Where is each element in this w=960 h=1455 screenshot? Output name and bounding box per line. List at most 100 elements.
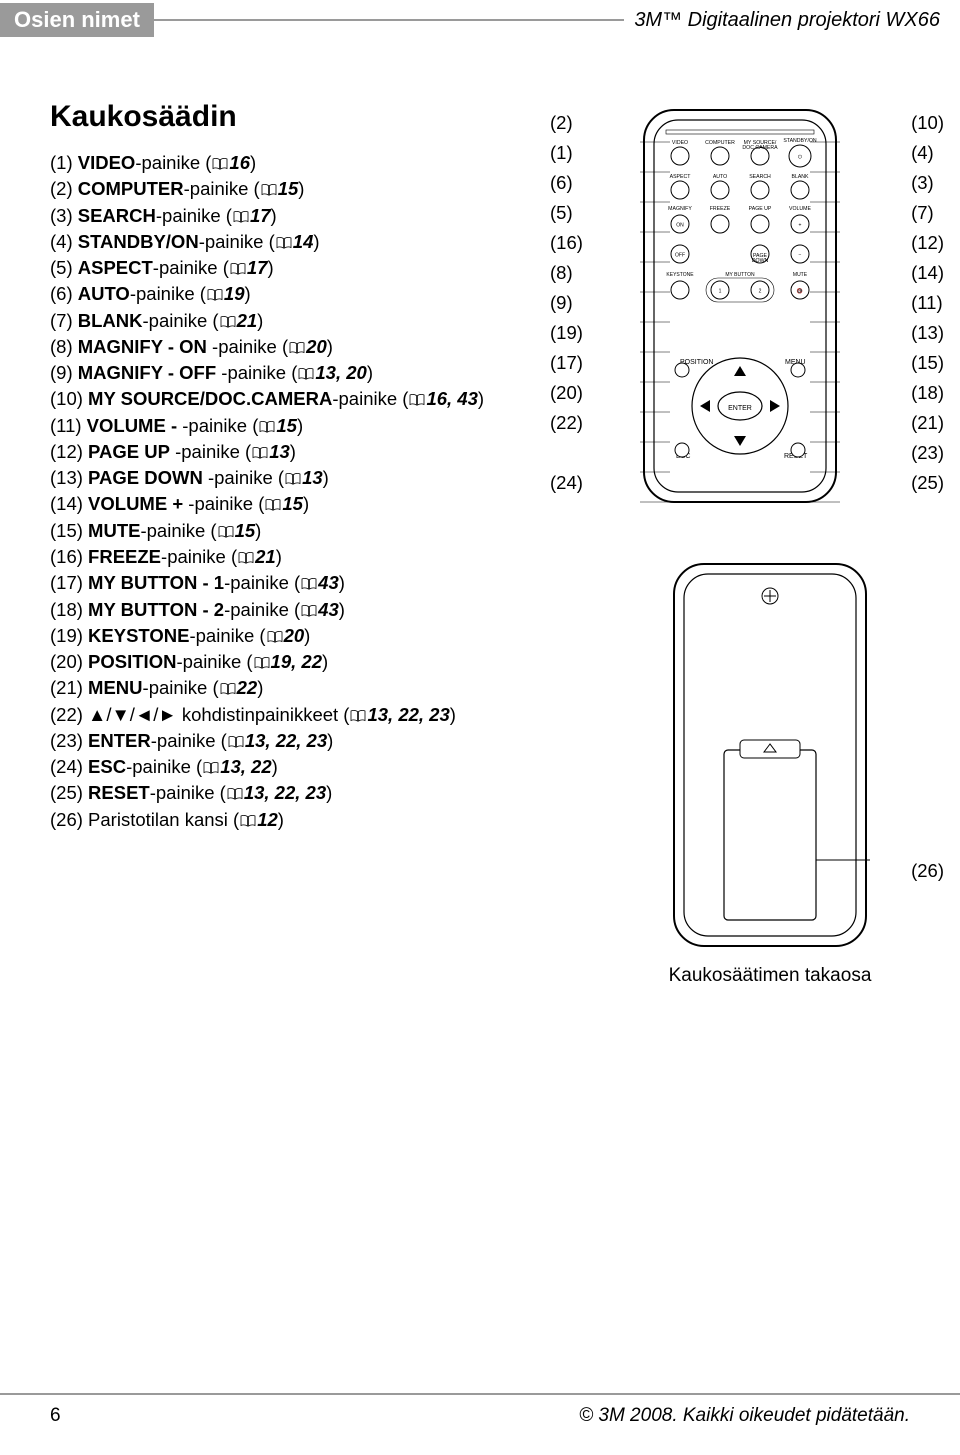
list-item: (19) KEYSTONE-painike (20) [50, 623, 550, 649]
book-icon [259, 421, 275, 433]
list-item: (8) MAGNIFY - ON -painike (20) [50, 334, 550, 360]
list-item: (26) Paristotilan kansi (12) [50, 807, 550, 833]
list-item: (1) VIDEO-painike (16) [50, 150, 550, 176]
callouts-right: (10)(4)(3)(7)(12)(14)(11)(13)(15)(18)(21… [911, 108, 944, 498]
callout-right: (23) [911, 438, 944, 468]
book-icon [220, 683, 236, 695]
svg-text:ASPECT: ASPECT [670, 174, 692, 180]
svg-text:MUTE: MUTE [793, 272, 808, 278]
list-item: (17) MY BUTTON - 1-painike (43) [50, 570, 550, 596]
book-icon [350, 710, 366, 722]
book-icon [227, 788, 243, 800]
list-item: (10) MY SOURCE/DOC.CAMERA-painike (16, 4… [50, 386, 550, 412]
list-item: (21) MENU-painike (22) [50, 675, 550, 701]
book-icon [254, 657, 270, 669]
book-icon [409, 394, 425, 406]
callout-right: (11) [911, 288, 944, 318]
svg-text:MY SOURCE/DOC.CAMERA: MY SOURCE/DOC.CAMERA [742, 140, 778, 151]
book-icon [228, 736, 244, 748]
list-item: (3) SEARCH-painike (17) [50, 203, 550, 229]
list-item: (2) COMPUTER-painike (15) [50, 176, 550, 202]
callout-right: (13) [911, 318, 944, 348]
list-item: (5) ASPECT-painike (17) [50, 255, 550, 281]
svg-text:+: + [799, 223, 802, 229]
svg-text:STANDBY/ON: STANDBY/ON [783, 138, 817, 144]
book-icon [233, 211, 249, 223]
svg-text:FREEZE: FREEZE [710, 206, 731, 212]
list-item: (16) FREEZE-painike (21) [50, 544, 550, 570]
callout-right: (12) [911, 228, 944, 258]
page-footer: 6 © 3M 2008. Kaikki oikeudet pidätetään. [0, 1405, 960, 1427]
book-icon [252, 447, 268, 459]
svg-text:MAGNIFY: MAGNIFY [668, 206, 692, 212]
callout-left: (17) [550, 348, 583, 378]
svg-text:MY BUTTON: MY BUTTON [725, 272, 755, 278]
list-item: (12) PAGE UP -painike (13) [50, 439, 550, 465]
header-rule [154, 19, 624, 21]
svg-text:🔇: 🔇 [797, 288, 803, 295]
list-item: (20) POSITION-painike (19, 22) [50, 649, 550, 675]
copyright: © 3M 2008. Kaikki oikeudet pidätetään. [579, 1405, 910, 1427]
list-item: (14) VOLUME + -painike (15) [50, 491, 550, 517]
list-item: (24) ESC-painike (13, 22) [50, 754, 550, 780]
callout-left: (6) [550, 168, 583, 198]
svg-text:AUTO: AUTO [713, 174, 727, 180]
footer-rule [0, 1393, 960, 1395]
callout-26: (26) [911, 860, 944, 882]
page-title: Kaukosäädin [50, 100, 550, 134]
svg-text:VIDEO: VIDEO [672, 140, 688, 146]
svg-text:VOLUME: VOLUME [789, 206, 811, 212]
list-item: (25) RESET-painike (13, 22, 23) [50, 780, 550, 806]
section-title: Osien nimet [0, 3, 154, 37]
callout-right: (7) [911, 198, 944, 228]
svg-text:1: 1 [719, 289, 722, 295]
callout-left: (24) [550, 468, 583, 498]
list-item: (4) STANDBY/ON-painike (14) [50, 229, 550, 255]
callout-right: (3) [911, 168, 944, 198]
book-icon [285, 473, 301, 485]
callout-left: (20) [550, 378, 583, 408]
button-reference-list: (1) VIDEO-painike (16)(2) COMPUTER-paini… [50, 150, 550, 833]
list-item: (7) BLANK-painike (21) [50, 308, 550, 334]
callout-right: (10) [911, 108, 944, 138]
product-title: 3M™ Digitaalinen projektori WX66 [624, 9, 960, 32]
svg-text:ON: ON [676, 223, 684, 229]
book-icon [207, 289, 223, 301]
callout-left [550, 438, 583, 468]
callout-right: (14) [911, 258, 944, 288]
svg-text:BLANK: BLANK [791, 174, 809, 180]
remote-front-illustration: VIDEO COMPUTER MY SOURCE/DOC.CAMERA STANDBY… [640, 106, 840, 511]
svg-text:KEYSTONE: KEYSTONE [666, 272, 694, 278]
svg-text:−: − [799, 253, 802, 259]
svg-text:COMPUTER: COMPUTER [705, 140, 735, 146]
callout-right: (25) [911, 468, 944, 498]
list-item: (23) ENTER-painike (13, 22, 23) [50, 728, 550, 754]
svg-text:PAGE UP: PAGE UP [749, 206, 772, 212]
book-icon [220, 316, 236, 328]
page-header: Osien nimet 3M™ Digitaalinen projektori … [0, 0, 960, 40]
book-icon [240, 815, 256, 827]
callout-left: (19) [550, 318, 583, 348]
callout-left: (5) [550, 198, 583, 228]
book-icon [261, 184, 277, 196]
callout-left: (22) [550, 408, 583, 438]
page-number: 6 [50, 1405, 61, 1427]
callout-left: (16) [550, 228, 583, 258]
list-item: (22) ▲/▼/◄/► kohdistinpainikkeet (13, 22… [50, 702, 550, 728]
callouts-left: (2)(1)(6)(5)(16)(8)(9)(19)(17)(20)(22) (… [550, 108, 583, 498]
callout-left: (1) [550, 138, 583, 168]
book-icon [212, 158, 228, 170]
callout-right: (15) [911, 348, 944, 378]
list-item: (15) MUTE-painike (15) [50, 518, 550, 544]
svg-text:OFF: OFF [675, 253, 685, 259]
svg-text:⏻: ⏻ [798, 155, 802, 161]
book-icon [267, 631, 283, 643]
remote-back-illustration: Kaukosäätimen takaosa [640, 560, 900, 987]
book-icon [218, 526, 234, 538]
book-icon [298, 368, 314, 380]
remote-back-caption: Kaukosäätimen takaosa [640, 965, 900, 987]
book-icon [230, 263, 246, 275]
callout-right: (21) [911, 408, 944, 438]
list-item: (18) MY BUTTON - 2-painike (43) [50, 597, 550, 623]
book-icon [265, 499, 281, 511]
